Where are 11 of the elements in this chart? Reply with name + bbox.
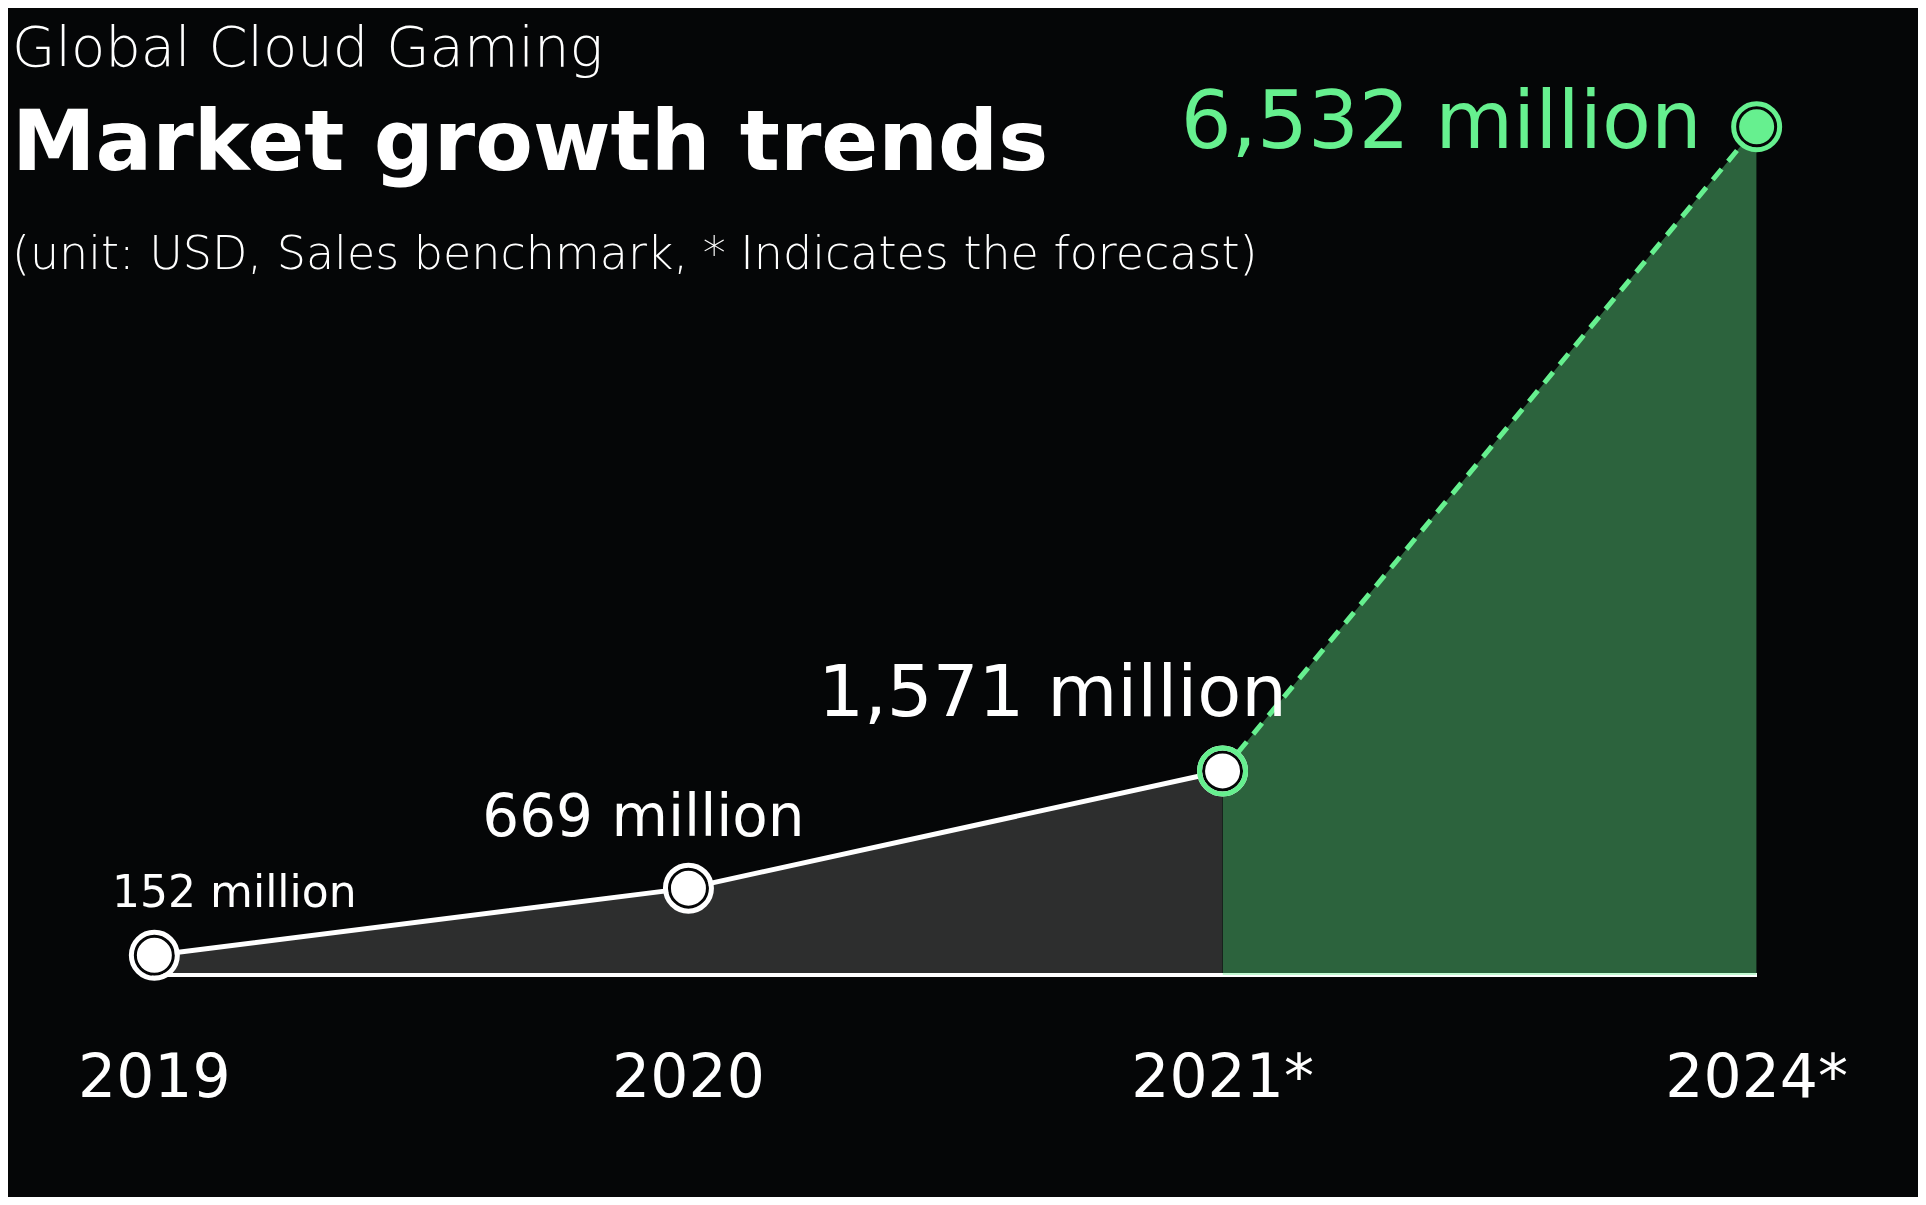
chart-subtitle: Global Cloud Gaming — [12, 14, 604, 79]
data-label: 6,532 million — [1180, 73, 1702, 167]
x-tick-label: 2019 — [78, 1040, 231, 1111]
data-label: 1,571 million — [818, 648, 1287, 733]
data-label: 152 million — [112, 865, 357, 917]
data-label: 669 million — [482, 782, 805, 851]
x-tick-label: 2024* — [1665, 1040, 1848, 1111]
chart-title: Market growth trends — [12, 92, 1049, 190]
x-tick-label: 2020 — [612, 1040, 765, 1111]
annotation: (unit: USD, Sales benchmark, * Indicates the forecast) — [12, 226, 1258, 280]
x-tick-label: 2021* — [1131, 1040, 1314, 1111]
